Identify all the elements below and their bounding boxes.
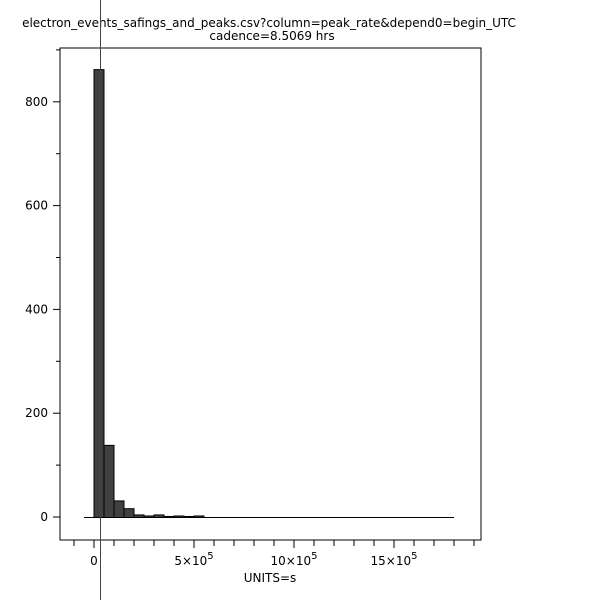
y-tick-label: 0 <box>40 510 48 524</box>
chart-subtitle: cadence=8.5069 hrs <box>209 29 334 43</box>
histogram-bar <box>143 515 155 518</box>
plot-frame <box>59 47 482 541</box>
histogram-bar <box>163 515 175 519</box>
x-tick-label: 0 <box>90 554 98 568</box>
histogram-bar <box>183 515 195 519</box>
x-tick-label: 10×105 <box>271 551 318 568</box>
histogram-bar <box>193 515 205 518</box>
x-tick-label: 5×105 <box>174 551 213 568</box>
histogram-bar <box>113 500 125 519</box>
histogram-bar <box>93 69 105 518</box>
histogram-bar <box>153 514 165 519</box>
histogram-bar <box>133 514 145 519</box>
x-axis-label: UNITS=s <box>244 571 297 585</box>
chart-title: electron_events_safings_and_peaks.csv?co… <box>22 16 516 30</box>
y-tick-label: 200 <box>25 406 48 420</box>
histogram-bar <box>173 515 185 518</box>
y-tick-label: 600 <box>25 199 48 213</box>
histogram-bar <box>123 508 135 519</box>
y-tick-label: 400 <box>25 302 48 316</box>
x-tick-label: 15×105 <box>371 551 418 568</box>
histogram-bar <box>103 444 115 518</box>
y-tick-label: 800 <box>25 95 48 109</box>
